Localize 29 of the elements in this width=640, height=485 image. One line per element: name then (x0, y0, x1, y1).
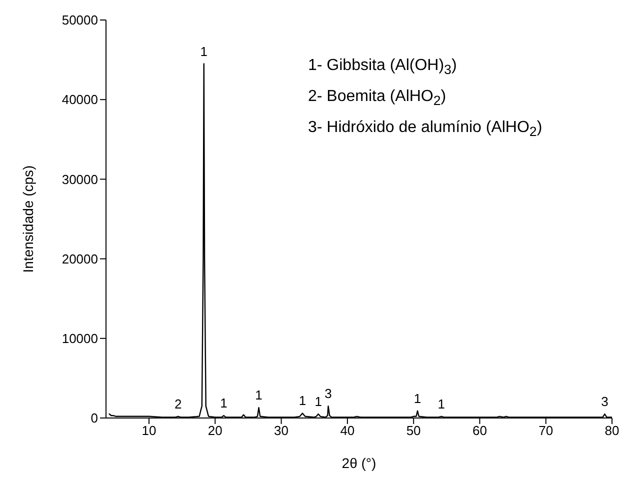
x-tick-label: 50 (406, 423, 421, 438)
annotation: 2- Boemita (AlHO$_{2}$) (308, 87, 448, 110)
annotation: 3- Hidróxido de alumínio (AlHO$_{2}$) (308, 118, 542, 142)
x-tick-label: 10 (142, 423, 156, 438)
x-tick-label: 40 (340, 423, 355, 438)
annotation: 1 (255, 388, 262, 403)
y-tick-label: 10000 (62, 331, 98, 346)
annotation: 1 (200, 44, 208, 59)
y-tick-label: 40000 (62, 92, 98, 108)
x-axis-title: 2θ (°) (342, 455, 376, 471)
annotation: 3 (601, 394, 608, 410)
y-tick-label: 0 (90, 410, 98, 426)
annotation: 1 (414, 390, 422, 406)
y-tick-label: 30000 (62, 172, 98, 187)
annotation: 2 (174, 396, 182, 412)
x-tick-label: 80 (604, 423, 620, 438)
annotation: 1 (298, 393, 306, 408)
annotation: 1- Gibbsita (Al(OH)$_{3}$) (308, 56, 458, 80)
y-tick-label: 20000 (62, 251, 98, 266)
y-tick-label: 50000 (62, 12, 98, 28)
x-tick-label: 20 (208, 423, 222, 438)
annotation: 1 (314, 394, 322, 410)
x-tick-label: 30 (274, 423, 289, 438)
annotation: 1 (438, 396, 445, 412)
x-tick-label: 70 (538, 423, 554, 438)
annotation: 1 (220, 396, 228, 411)
annotation: 3 (324, 386, 332, 402)
x-tick-label: 60 (472, 423, 487, 438)
y-axis-title: Intensidade (cps) (20, 165, 36, 273)
